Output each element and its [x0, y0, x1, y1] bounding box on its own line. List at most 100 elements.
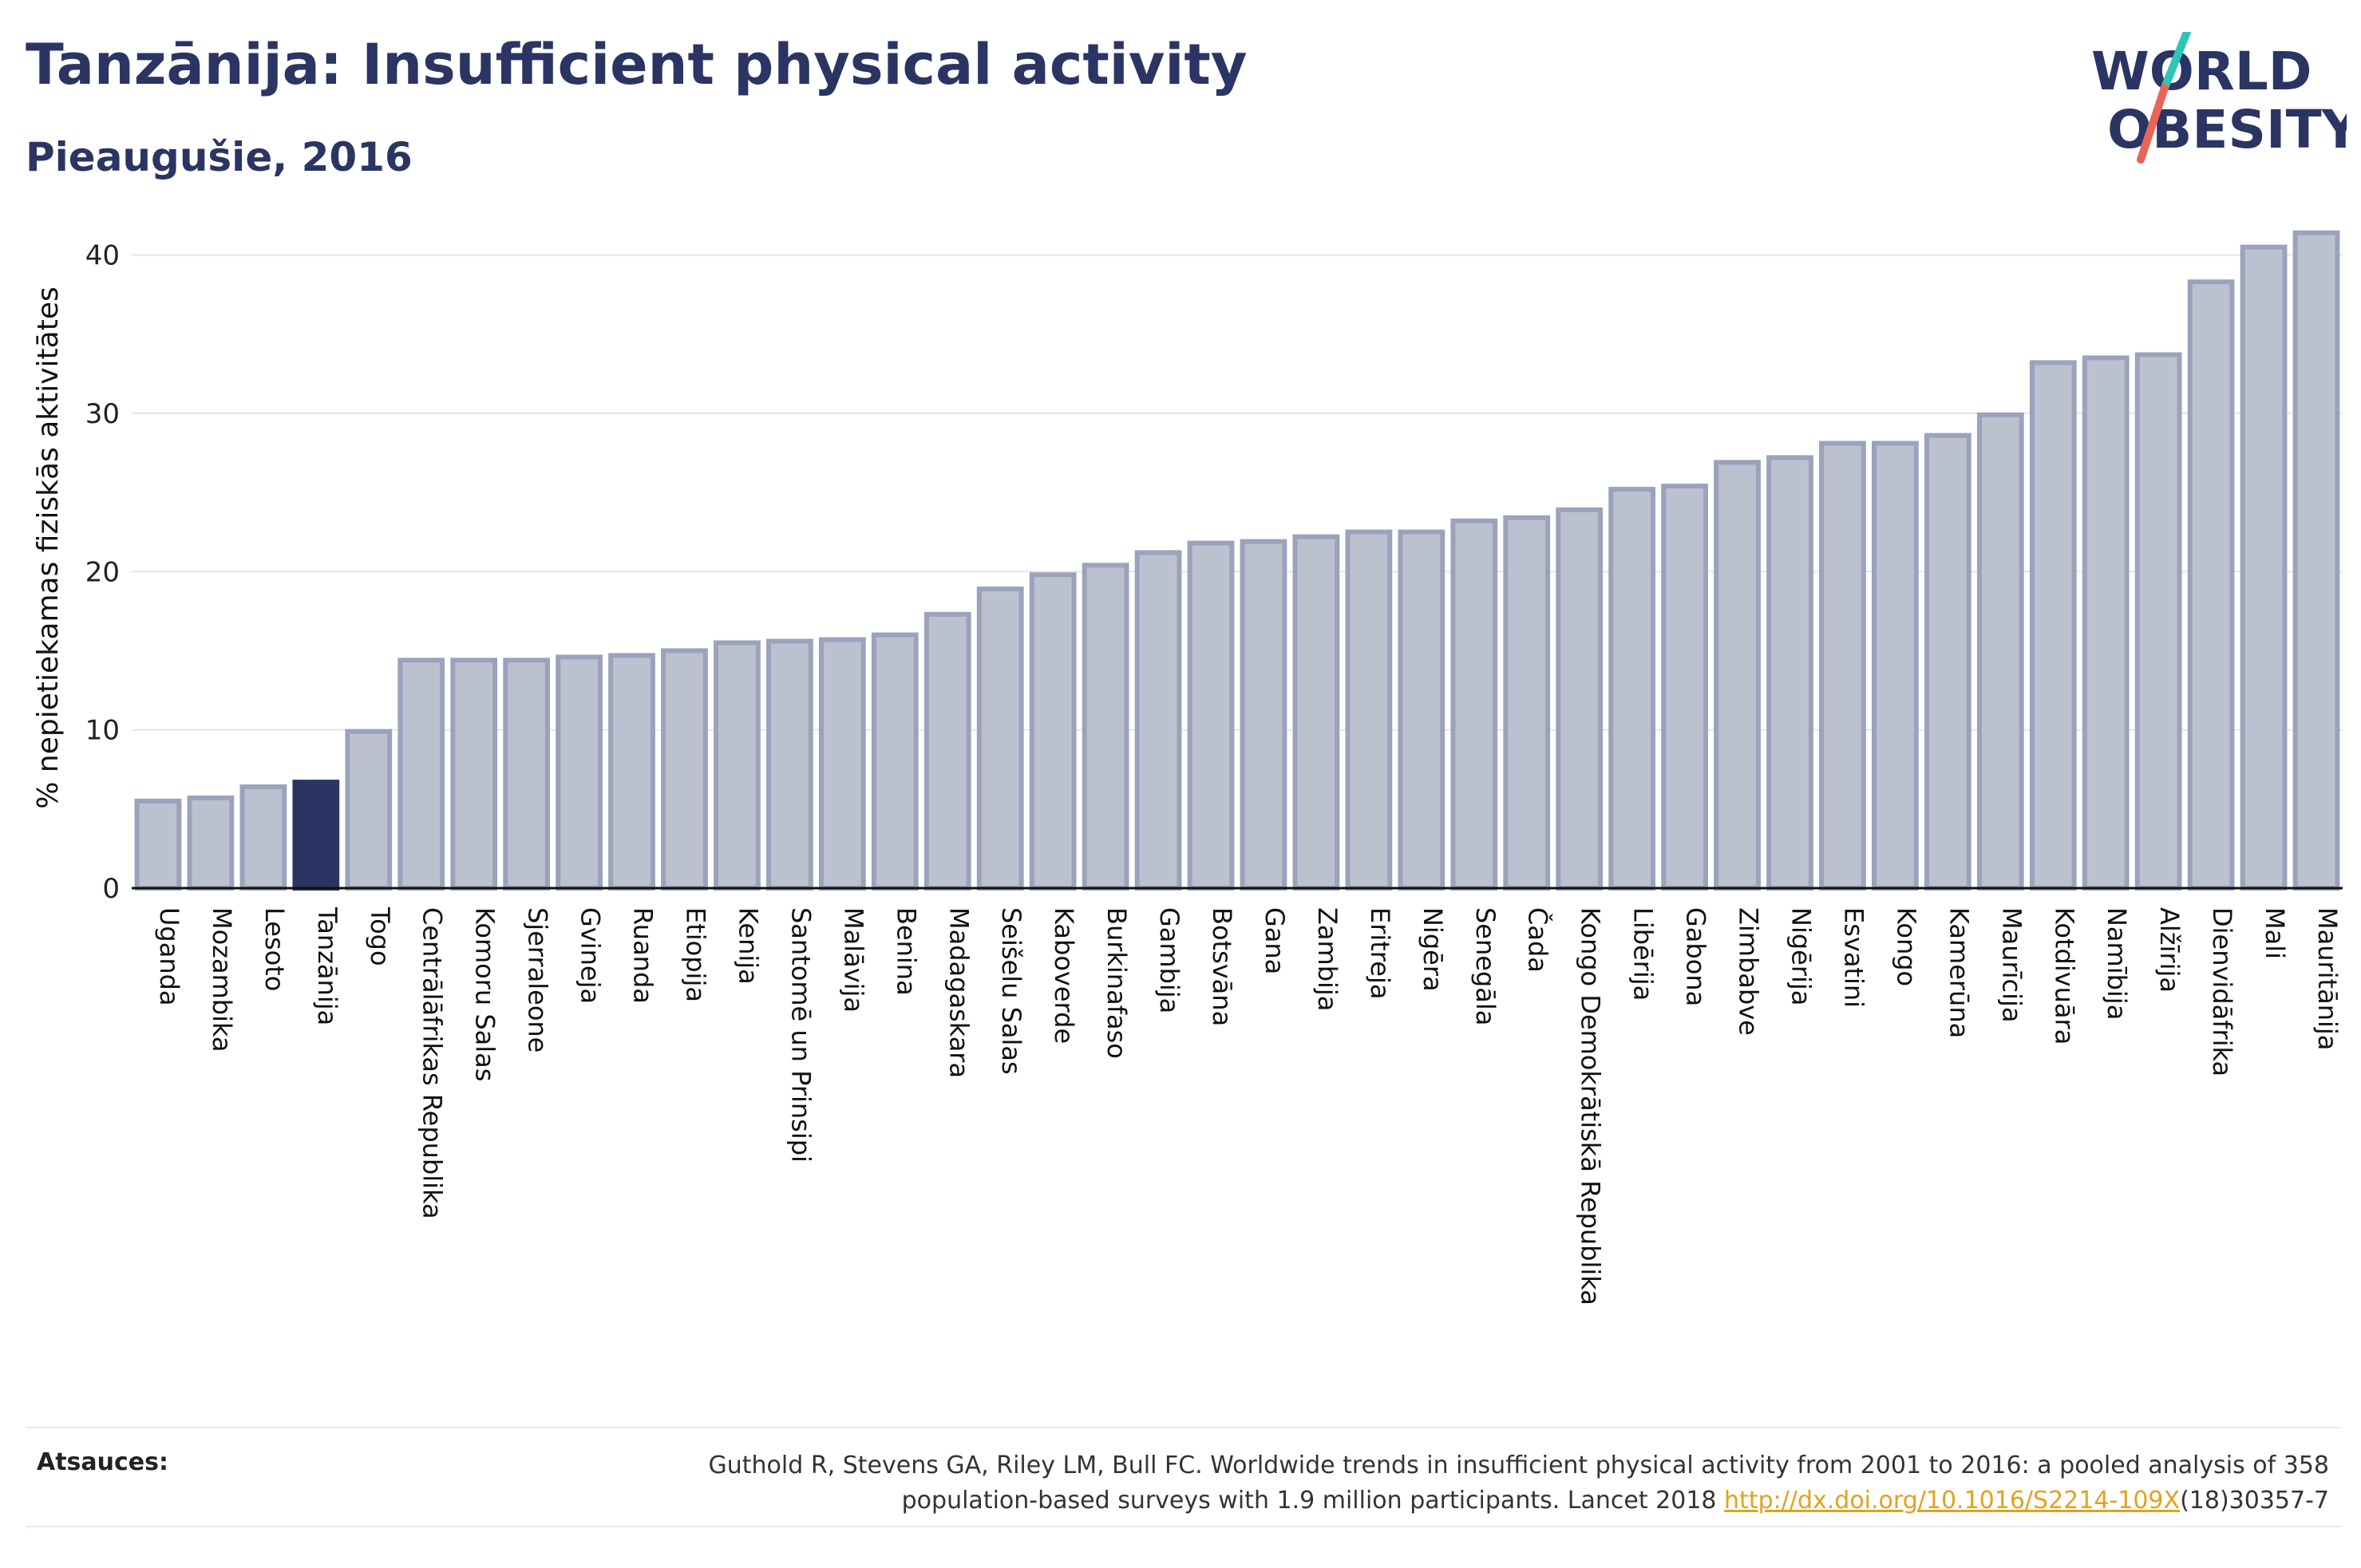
- x-tick-label: Alžīrija: [2154, 907, 2185, 993]
- page-subtitle: Pieaugušie, 2016: [26, 134, 413, 180]
- x-tick-label: Mali: [2260, 907, 2290, 959]
- x-axis-labels: Uganda Mozambika Lesoto Tanzānija Togo Centrā…: [154, 906, 2343, 1305]
- x-tick-label: Gvineja: [575, 907, 606, 1004]
- bar-uganda: [134, 798, 182, 891]
- x-tick-label: Senegāla: [1470, 907, 1501, 1025]
- x-tick-label: Ruanda: [628, 907, 658, 1004]
- bar-benina: [871, 632, 919, 891]
- sources-line-1: Guthold R, Stevens GA, Riley LM, Bull FC…: [708, 1451, 2329, 1479]
- x-tick-label: Nigērija: [1786, 907, 1817, 1005]
- logo-line-world: WORLD: [2091, 41, 2312, 102]
- x-tick-label: Eritreja: [1365, 907, 1395, 999]
- bar-kenija: [714, 640, 761, 891]
- x-tick-label: Čada: [1523, 907, 1554, 973]
- bar-dienvidāfrika: [2187, 279, 2235, 891]
- x-tick-label: Seišelu Salas: [996, 907, 1026, 1075]
- y-tick-label: 10: [85, 715, 120, 747]
- x-tick-label: Uganda: [154, 907, 184, 1006]
- x-tick-label: Mozambika: [207, 907, 237, 1053]
- world-obesity-logo: WORLD OBESITY: [2091, 32, 2347, 164]
- bar-ruanda: [608, 653, 655, 891]
- bar-malāvija: [818, 637, 866, 891]
- x-tick-label: Nigēra: [1418, 907, 1448, 992]
- bar-kongo-demokrātiskā-republika: [1556, 507, 1604, 891]
- bar-libērija: [1608, 487, 1656, 891]
- y-axis-ticks: 0 10 20 30 40: [85, 240, 120, 905]
- x-tick-label: Kamerūna: [1944, 907, 1974, 1038]
- grid-lines: [132, 254, 2343, 731]
- x-tick-label: Gabona: [1681, 907, 1711, 1006]
- bar-madagaskara: [923, 611, 971, 891]
- x-tick-label: Kongo: [1891, 907, 1921, 986]
- bar-botsvāna: [1187, 540, 1235, 891]
- bar-mauritānija: [2292, 230, 2340, 891]
- x-tick-label: Zambija: [1312, 907, 1343, 1011]
- bar-alžīrija: [2134, 352, 2182, 891]
- x-tick-label: Etiopija: [681, 907, 711, 1002]
- x-tick-label: Botsvāna: [1207, 907, 1237, 1026]
- sources-doi-suffix: (18)30357-7: [2180, 1487, 2329, 1515]
- bar-komoru-salas: [450, 658, 498, 891]
- x-tick-label: Lesoto: [259, 907, 290, 991]
- x-tick-label: Mauritānija: [2312, 907, 2343, 1050]
- x-tick-label: Centrālāfrikas Republika: [417, 907, 448, 1219]
- x-tick-label: Togo: [365, 906, 395, 966]
- bar-esvatini: [1819, 440, 1866, 891]
- x-tick-label: Benina: [891, 907, 921, 996]
- bar-namībija: [2082, 355, 2130, 891]
- x-tick-label: Zimbabve: [1734, 907, 1764, 1036]
- x-tick-label: Madagaskara: [943, 907, 974, 1078]
- bar-santomē-un-prinsipi: [766, 638, 813, 891]
- y-tick-label: 20: [85, 556, 120, 588]
- bar-senegāla: [1450, 518, 1498, 891]
- x-tick-label: Kenija: [733, 907, 763, 985]
- x-tick-label: Maurīcija: [1996, 907, 2027, 1023]
- logo-slash-bottom: [2137, 84, 2169, 164]
- y-axis-label: % nepietiekamas fiziskās aktivitātes: [32, 286, 65, 808]
- y-tick-label: 30: [85, 398, 120, 430]
- x-tick-label: Kotdivuāra: [2049, 907, 2079, 1045]
- bar-maurīcija: [1976, 412, 2024, 891]
- y-tick-label: 40: [85, 240, 120, 272]
- x-tick-label: Kongo Demokrātiskā Republika: [1576, 907, 1606, 1305]
- bar-togo: [345, 729, 393, 891]
- bar-tanzānija: [292, 780, 340, 891]
- y-tick-label: 0: [102, 873, 120, 905]
- x-tick-label: Malāvija: [838, 907, 868, 1013]
- bar-gvineja: [556, 654, 603, 891]
- bar-čada: [1503, 515, 1551, 891]
- x-tick-label: Burkinafaso: [1101, 907, 1132, 1059]
- bar-burkinafaso: [1082, 563, 1129, 891]
- bar-eritreja: [1345, 529, 1393, 891]
- x-tick-label: Libērija: [1628, 907, 1659, 1001]
- x-tick-label: Kaboverde: [1049, 907, 1079, 1044]
- bar-chart: 0 10 20 30 40 Uganda Mozambika Lesoto Tanzānija…: [32, 230, 2343, 1305]
- bar-sjerraleone: [503, 658, 551, 891]
- bar-gabona: [1661, 484, 1708, 891]
- bar-gana: [1240, 539, 1287, 891]
- bar-kaboverde: [1029, 572, 1077, 891]
- bars: [134, 230, 2340, 891]
- sources-label: Atsauces:: [37, 1448, 168, 1476]
- logo-slash-top: [2161, 32, 2191, 92]
- bar-zimbabve: [1714, 460, 1761, 891]
- x-tick-label: Dienvidāfrika: [2207, 907, 2237, 1076]
- bar-etiopija: [661, 648, 708, 891]
- footer-divider-top: [26, 1427, 2340, 1428]
- x-tick-label: Gambija: [1154, 907, 1184, 1013]
- bar-centrālāfrikas-republika: [397, 658, 445, 891]
- x-tick-label: Esvatini: [1838, 907, 1869, 1008]
- x-tick-label: Komoru Salas: [470, 907, 500, 1081]
- footer-divider-bottom: [26, 1526, 2340, 1527]
- bar-nigērija: [1766, 455, 1813, 891]
- bar-gambija: [1134, 550, 1182, 891]
- bar-kamerūna: [1924, 432, 1971, 891]
- x-tick-label: Tanzānija: [312, 906, 342, 1025]
- sources-text: Guthold R, Stevens GA, Riley LM, Bull FC…: [493, 1448, 2329, 1519]
- bar-zambija: [1292, 534, 1340, 891]
- bar-kotdivuāra: [2029, 360, 2077, 891]
- x-tick-label: Sjerraleone: [523, 907, 553, 1053]
- bar-nigēra: [1398, 529, 1445, 891]
- sources-doi-link[interactable]: http://dx.doi.org/10.1016/S2214-109X: [1724, 1487, 2181, 1515]
- bar-kongo: [1872, 440, 1919, 891]
